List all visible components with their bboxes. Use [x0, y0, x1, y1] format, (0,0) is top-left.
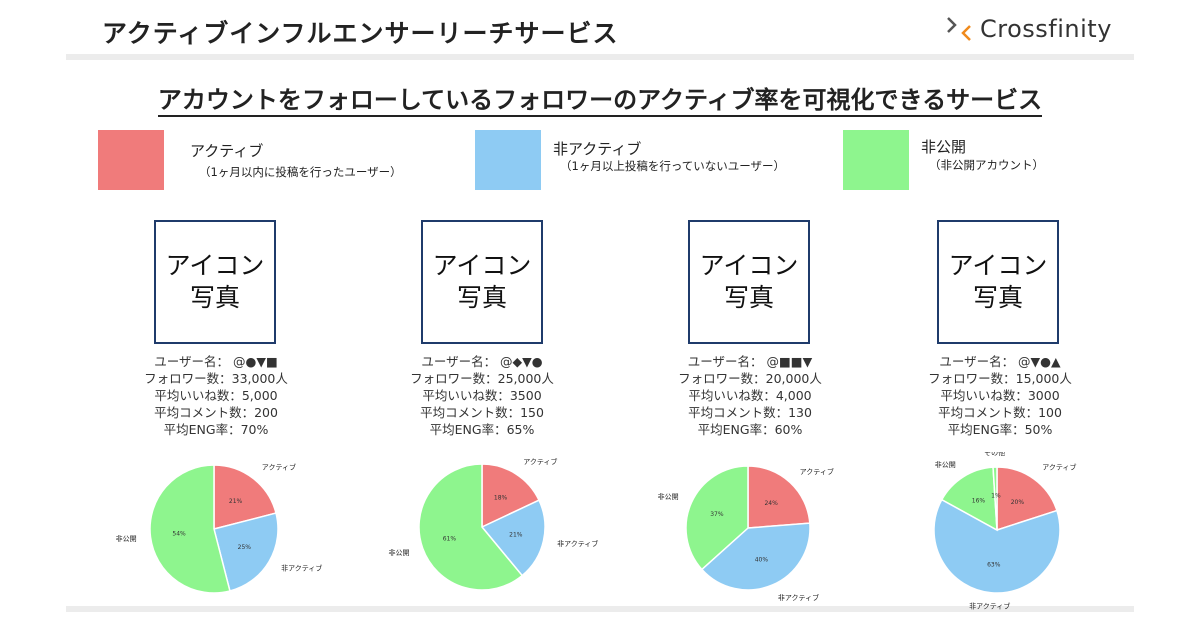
legend-swatch-inactive: [475, 130, 541, 190]
pie-chart-4: 20% アクティブ 63% 非アクティブ 16% 非公開 1% その他: [933, 452, 1076, 611]
pie-category-label-inactive: 非アクティブ: [281, 564, 322, 573]
pie-percent-label-private: 61%: [443, 536, 457, 543]
account-3-icon-placeholder: アイコン 写真: [688, 220, 810, 344]
pie-slice-private: [149, 464, 231, 594]
legend-desc-inactive: （1ヶ月以上投稿を行っていないユーザー）: [560, 159, 786, 173]
stat-followers: フォロワー数：20,000人: [678, 371, 822, 386]
pie-chart-1: 21% アクティブ 25% 非アクティブ 54% 非公開: [116, 462, 322, 594]
pie-category-label-inactive: 非アクティブ: [778, 593, 819, 602]
stat-username: ユーザー名： @●▼■: [154, 354, 278, 369]
pie-percent-label-private: 37%: [710, 511, 724, 518]
pie-percent-label-active: 21%: [229, 498, 243, 505]
pie-percent-label-active: 20%: [1011, 499, 1025, 506]
account-4-stats: ユーザー名： @▼●▲ フォロワー数：15,000人 平均いいね数：3000 平…: [880, 353, 1120, 438]
stat-avg-eng: 平均ENG率：50%: [947, 422, 1053, 437]
stat-username: ユーザー名： @▼●▲: [939, 354, 1061, 369]
stat-avg-likes: 平均いいね数：3000: [940, 388, 1060, 403]
pie-slice-active: [747, 465, 811, 529]
pie-slice-inactive: [700, 522, 811, 591]
pie-category-label-active: アクティブ: [523, 457, 557, 466]
pie-slice-active: [213, 464, 277, 530]
pie-percent-label-inactive: 21%: [509, 532, 523, 539]
stat-avg-comments: 平均コメント数：150: [420, 405, 544, 420]
account-3-stats: ユーザー名： @■■▼ フォロワー数：20,000人 平均いいね数：4,000 …: [630, 353, 870, 438]
pie-percent-label-inactive: 40%: [755, 556, 769, 563]
legend-label-active: アクティブ: [190, 142, 264, 160]
account-2-stats: ユーザー名： @◆▼● フォロワー数：25,000人 平均いいね数：3500 平…: [362, 353, 602, 438]
stat-avg-eng: 平均ENG率：70%: [163, 422, 269, 437]
pie-category-label-inactive: 非アクティブ: [969, 602, 1010, 611]
icon-placeholder-line1: アイコン: [432, 251, 532, 280]
legend-label-private: 非公開: [921, 138, 967, 156]
icon-placeholder-line2: 写真: [189, 283, 240, 312]
pie-percent-label-private: 54%: [172, 530, 186, 537]
icon-placeholder-line2: 写真: [456, 283, 507, 312]
icon-placeholder-line2: 写真: [723, 283, 774, 312]
stat-avg-eng: 平均ENG率：65%: [429, 422, 535, 437]
pie-slice-inactive: [480, 499, 546, 577]
legend-desc-private: （非公開アカウント）: [929, 158, 1044, 172]
stat-avg-likes: 平均いいね数：3500: [422, 388, 542, 403]
account-1-stats: ユーザー名： @●▼■ フォロワー数：33,000人 平均いいね数：5,000 …: [96, 353, 336, 438]
footer-divider: [66, 606, 1134, 612]
legend-swatch-active: [98, 130, 164, 190]
stat-followers: フォロワー数：15,000人: [928, 371, 1072, 386]
pie-slice-private: [418, 463, 524, 591]
stat-avg-eng: 平均ENG率：60%: [697, 422, 803, 437]
icon-placeholder-line1: アイコン: [165, 251, 265, 280]
icon-placeholder-line1: アイコン: [699, 251, 799, 280]
pie-chart-2: 18% アクティブ 21% 非アクティブ 61% 非公開: [389, 457, 598, 591]
pie-category-label-private: 非公開: [935, 460, 956, 469]
pie-slice-inactive: [933, 498, 1061, 594]
pie-percent-label-private: 16%: [972, 498, 986, 505]
logo-text: Crossfinity: [980, 15, 1112, 43]
stat-followers: フォロワー数：25,000人: [410, 371, 554, 386]
pie-percent-label-active: 18%: [494, 495, 508, 502]
pie-category-label-private: 非公開: [116, 534, 137, 543]
pie-slice-active: [481, 463, 541, 529]
pie-slice-active: [996, 466, 1058, 532]
stat-avg-comments: 平均コメント数：130: [688, 405, 812, 420]
main-title: アカウントをフォローしているフォロワーのアクティブ率を可視化できるサービス: [0, 80, 1200, 117]
pie-category-label-other: その他: [984, 452, 1005, 457]
pie-slice-private: [685, 465, 749, 571]
icon-placeholder-line1: アイコン: [948, 251, 1048, 280]
pie-percent-label-inactive: 63%: [987, 561, 1001, 568]
pie-slice-other: [992, 466, 998, 531]
stat-avg-likes: 平均いいね数：4,000: [688, 388, 812, 403]
stat-followers: フォロワー数：33,000人: [144, 371, 288, 386]
pie-category-label-private: 非公開: [389, 548, 410, 557]
pie-slice-private: [940, 466, 998, 532]
legend-label-inactive: 非アクティブ: [553, 140, 642, 158]
stat-username: ユーザー名： @◆▼●: [421, 354, 543, 369]
pie-category-label-inactive: 非アクティブ: [557, 539, 598, 548]
legend-desc-active: （1ヶ月以内に投稿を行ったユーザー）: [199, 165, 402, 179]
stat-avg-comments: 平均コメント数：100: [938, 405, 1062, 420]
pie-category-label-active: アクティブ: [800, 467, 834, 476]
stat-username: ユーザー名： @■■▼: [687, 354, 813, 369]
crossfinity-logo-icon: [947, 17, 971, 41]
pie-percent-label-active: 24%: [764, 500, 778, 507]
account-2-icon-placeholder: アイコン 写真: [421, 220, 543, 344]
icon-placeholder-line2: 写真: [972, 283, 1023, 312]
pie-chart-3: 24% アクティブ 40% 非アクティブ 37% 非公開: [658, 465, 834, 602]
pie-percent-label-inactive: 25%: [238, 544, 252, 551]
pie-percent-label-other: 1%: [991, 492, 1001, 499]
pie-category-label-private: 非公開: [658, 492, 679, 501]
pie-category-label-active: アクティブ: [262, 462, 296, 471]
account-1-icon-placeholder: アイコン 写真: [154, 220, 276, 344]
pie-category-label-active: アクティブ: [1042, 463, 1076, 472]
stat-avg-comments: 平均コメント数：200: [154, 405, 278, 420]
header-divider: [66, 54, 1134, 60]
page-header-title: アクティブインフルエンサーリーチサービス: [102, 19, 619, 48]
account-4-icon-placeholder: アイコン 写真: [937, 220, 1059, 344]
legend-swatch-private: [843, 130, 909, 190]
crossfinity-logo: Crossfinity: [944, 12, 1112, 46]
pie-slice-inactive: [213, 512, 279, 592]
stat-avg-likes: 平均いいね数：5,000: [154, 388, 278, 403]
